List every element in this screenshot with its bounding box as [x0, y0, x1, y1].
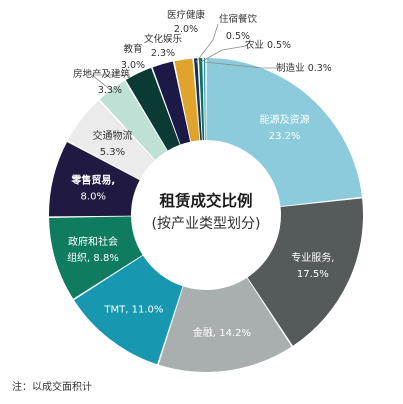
- slice-value-5: 8.0%: [81, 192, 106, 203]
- slice-6: [67, 100, 155, 180]
- slice-label-5: 零售贸易,: [70, 174, 115, 187]
- slice-label-4: 政府和社会: [68, 235, 118, 248]
- leader-line-7: [90, 74, 130, 94]
- slice-value-7: 3.3%: [98, 85, 122, 96]
- slice-11: [193, 58, 202, 141]
- slice-12: [198, 58, 205, 141]
- slice-label-11: 住宿餐饮: [219, 13, 258, 25]
- slice-value-10: 2.0%: [174, 24, 198, 35]
- slice-value-8: 3.0%: [121, 60, 145, 71]
- chart-title: 租赁成交比例: [159, 191, 252, 210]
- slice-10: [174, 58, 200, 142]
- footnote: 注：以成交面积计: [12, 382, 92, 393]
- slice-value-9: 2.3%: [151, 48, 175, 59]
- slice-label-2: 金融, 14.2%: [193, 326, 251, 339]
- slice-label-1: 专业服务,: [291, 251, 334, 264]
- slice-8: [125, 67, 180, 151]
- slice-label-6: 交通物流: [92, 129, 132, 142]
- slice-label-7: 房地产及建筑: [73, 68, 131, 80]
- slice-label-12: 农业 0.5%: [245, 39, 291, 51]
- leader-lines-group: [90, 23, 279, 94]
- slice-label-9: 文化娱乐: [144, 33, 183, 45]
- slice-labels-group: 能源及资源 23.2% 专业服务, 17.5% 金融, 14.2% TMT, 11.0% 政…: [67, 9, 334, 339]
- slice-label-8: 教育: [123, 43, 142, 55]
- slice-value-6: 5.3%: [100, 147, 125, 158]
- donut-hole: [131, 140, 281, 290]
- slice-label-0: 能源及资源: [260, 113, 310, 126]
- slice-0: [206, 58, 362, 207]
- slice-value-0: 23.2%: [269, 131, 301, 142]
- slice-7: [99, 80, 168, 160]
- slice-5: [49, 141, 140, 217]
- slice-label-10: 医疗健康: [167, 9, 206, 21]
- leader-line-11: [195, 23, 219, 63]
- slice-13: [203, 58, 206, 141]
- slice-value-4: 组织, 8.8%: [67, 251, 119, 264]
- leader-line-13: [204, 61, 279, 69]
- chart-subtitle: (按产业类型划分): [152, 216, 261, 232]
- slice-3: [74, 255, 183, 365]
- slice-1: [247, 198, 363, 346]
- slice-label-13: 制造业 0.3%: [276, 62, 332, 74]
- slice-value-1: 17.5%: [297, 269, 329, 280]
- slice-label-3: TMT, 11.0%: [103, 304, 163, 315]
- leader-line-12: [200, 45, 247, 63]
- slice-value-11: 0.5%: [226, 31, 250, 42]
- slice-4: [49, 216, 143, 299]
- slice-9: [152, 61, 191, 145]
- slice-2: [158, 277, 292, 372]
- slices-group: [49, 58, 363, 372]
